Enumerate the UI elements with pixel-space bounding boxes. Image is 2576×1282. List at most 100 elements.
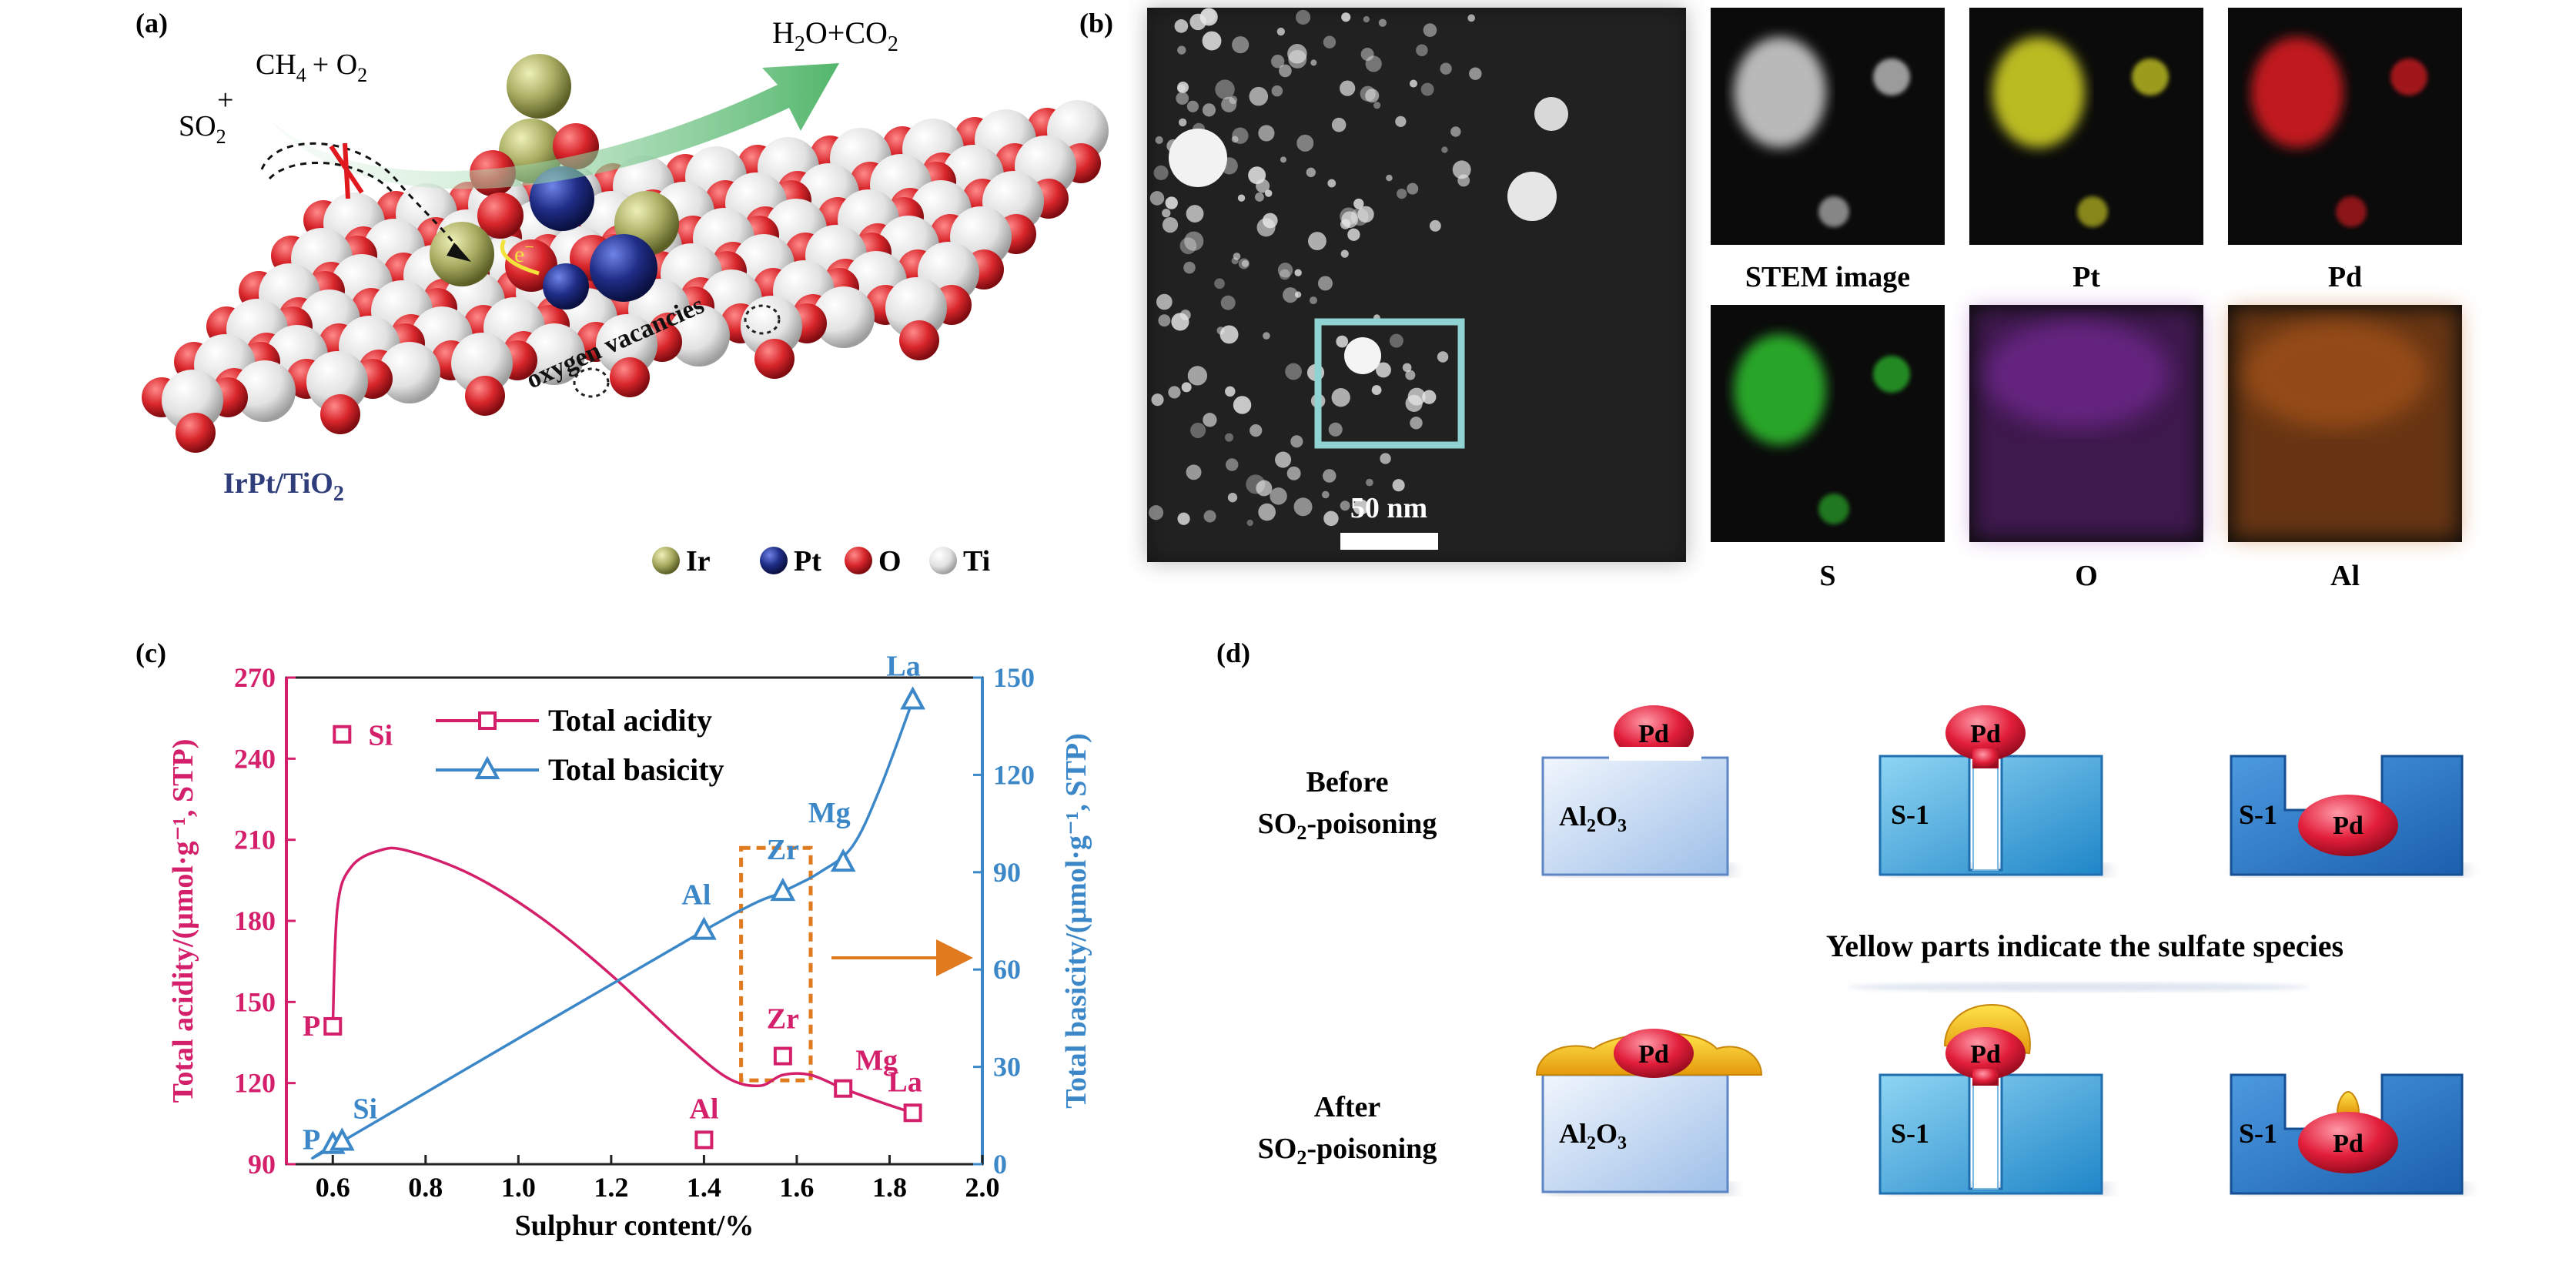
o-atom (320, 394, 360, 434)
map-signal (1873, 356, 1910, 393)
ir-atom (507, 54, 571, 119)
pd-particle (1945, 705, 2026, 761)
atom-legend: Ir Pt O Ti (652, 545, 990, 577)
legend-label-ir: Ir (686, 545, 711, 577)
legend-swatch-o (845, 547, 872, 574)
stem-particle (1441, 146, 1448, 153)
stem-particle (1258, 503, 1276, 521)
x-tick-label: 1.4 (687, 1172, 721, 1203)
stem-particle (1176, 84, 1186, 93)
stem-particle (1186, 100, 1199, 112)
series-line-total-acidity (331, 846, 914, 1114)
stem-particle (1323, 35, 1337, 49)
stem-particle (1155, 136, 1163, 145)
block-cross-mark (329, 142, 364, 199)
stem-particle (1225, 458, 1239, 471)
pt-atom (590, 234, 657, 302)
stem-particle (1283, 287, 1299, 303)
catalyst-label: IrPt/TiO2 (223, 467, 344, 506)
reactant-ch4: CH4 + O2 (256, 49, 367, 86)
map-signal (1734, 334, 1826, 445)
panel-d-schematic: (d) Before SO2-poisoning After SO2-poiso… (1216, 638, 2468, 1195)
stem-particle (1467, 14, 1476, 22)
x-tick-label: 0.8 (408, 1172, 443, 1203)
stem-particle (1153, 165, 1169, 181)
stem-particle (1181, 382, 1192, 393)
stem-selection-box (1314, 318, 1465, 449)
stem-particle (1294, 269, 1302, 276)
stem-particle (1341, 211, 1359, 228)
map-signal (2077, 196, 2108, 227)
stem-particle (1336, 335, 1349, 348)
al2o3-label: Al2O3 (1559, 1118, 1627, 1153)
panel-c-chart: (c) 0.6 0.8 1.0 1.2 1.4 1.6 1.8 2.0 90 120 150 180 2… (135, 638, 1092, 1242)
stem-particle (1378, 18, 1387, 27)
stem-particle (1279, 64, 1292, 78)
after-s1-surface-block: Pd S-1 (1878, 1004, 2109, 1195)
stem-particle (1365, 89, 1380, 103)
stem-particle (1534, 97, 1568, 131)
stem-particle (1203, 510, 1216, 523)
stem-particle (1344, 337, 1381, 374)
after-label-line2: SO2-poisoning (1258, 1133, 1437, 1169)
stem-particle (1177, 512, 1190, 525)
al2o3-label: Al2O3 (1559, 801, 1627, 836)
point-label-la: La (888, 1066, 922, 1098)
so2-blocked-path-2 (268, 161, 394, 193)
stem-particle (1410, 417, 1423, 430)
stem-particle (1310, 59, 1317, 66)
basicity-point-mg (830, 848, 856, 872)
stem-particle (1422, 390, 1437, 404)
map-label: S (1819, 560, 1835, 592)
pd-label: Pd (2333, 812, 2364, 840)
stem-particle (1405, 370, 1416, 380)
stem-particle (1183, 261, 1196, 274)
stem-particle (1373, 102, 1381, 109)
ti-atom (524, 323, 585, 385)
stem-particle (1258, 125, 1275, 142)
acidity-point-la (903, 1103, 922, 1123)
stem-particle (1340, 80, 1356, 96)
stem-particle (1309, 296, 1318, 305)
stem-particles (1148, 8, 1568, 527)
x-tick-label: 1.0 (501, 1172, 536, 1203)
plus-sign: + (217, 84, 233, 116)
pd-particle (1614, 1029, 1694, 1078)
stem-particle (1288, 49, 1307, 69)
stem-particle (1177, 45, 1186, 55)
stem-particle (1353, 198, 1364, 209)
stem-particle (1221, 96, 1237, 112)
x-axis-title: Sulphur content/% (515, 1210, 754, 1242)
map-signal (2243, 320, 2428, 428)
stem-particle (1365, 55, 1382, 72)
stem-particle (1169, 129, 1227, 187)
stem-particle (1371, 385, 1382, 395)
ti-atom (162, 370, 223, 431)
panel-d-label: (d) (1216, 638, 1250, 668)
ti-atom (885, 277, 947, 339)
s1-label: S-1 (2239, 1118, 2277, 1149)
stem-particle (1179, 237, 1197, 255)
stem-particle (1452, 160, 1471, 179)
stem-particle (1331, 117, 1347, 132)
y-right-tick-label: 60 (993, 954, 1021, 985)
basicity-point-al (691, 916, 717, 940)
y-right-tick-label: 0 (993, 1149, 1007, 1180)
map-signal (1985, 320, 2170, 428)
map-signal (2336, 196, 2367, 227)
y-left-tick-label: 240 (234, 743, 276, 774)
panel-c-label: (c) (135, 638, 166, 668)
legend-marker-square (478, 711, 497, 730)
stem-particle (1171, 313, 1189, 331)
ti-atom (379, 342, 440, 403)
stem-particle (1450, 126, 1461, 137)
stem-particle (1294, 291, 1302, 298)
map-signal (1734, 37, 1826, 148)
stem-particle (1162, 209, 1171, 218)
y-left-tick-label: 210 (234, 825, 276, 855)
stem-particle (1323, 510, 1339, 527)
pd-label: Pd (1970, 1040, 2001, 1069)
basicity-point-zr (770, 877, 796, 902)
before-al2o3-block: Pd Al2O3 (1541, 705, 1734, 876)
